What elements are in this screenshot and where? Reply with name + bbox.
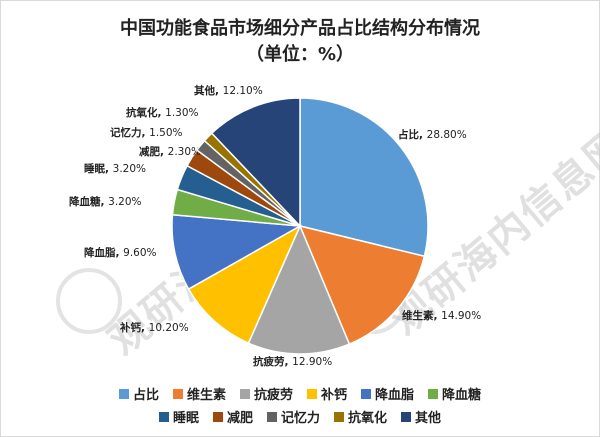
legend-row-1: 占比 维生素 抗疲劳 补钙 降血脂 降血糖 — [0, 384, 600, 403]
slice-label-5: 降血糖, 3.20% — [69, 195, 142, 208]
slice-label-0: 占比, 28.80% — [398, 128, 467, 141]
legend-swatch-4 — [361, 388, 372, 399]
pie-slice-3 — [187, 224, 302, 345]
legend-swatch-2 — [239, 388, 250, 399]
pie-slice-4 — [171, 213, 303, 291]
legend-swatch-0 — [118, 388, 129, 399]
legend-label-3: 补钙 — [321, 388, 348, 403]
slice-label-3: 补钙, 10.20% — [119, 321, 189, 334]
pie-slice-2 — [247, 224, 351, 355]
legend-item-2: 抗疲劳 — [239, 384, 293, 403]
legend-swatch-3 — [307, 388, 317, 399]
legend-swatch-6 — [158, 411, 169, 422]
slice-label-4: 降血脂, 9.60% — [84, 246, 157, 259]
slice-label-2: 抗疲劳, 12.90% — [253, 355, 332, 368]
legend-label-8: 记忆力 — [280, 411, 320, 426]
legend-label-7: 减肥 — [226, 411, 253, 426]
slice-label-1: 维生素, 14.90% — [402, 309, 481, 322]
legend-label-5: 降血糖 — [442, 388, 482, 403]
legend-label-0: 占比 — [132, 388, 159, 403]
legend-row-2: 睡眠 减肥 记忆力 抗氧化 其他 — [0, 407, 600, 426]
legend-item-4: 降血脂 — [361, 384, 414, 403]
chart-title: 中国功能食品市场细分产品占比结构分布情况 — [120, 18, 480, 39]
legend-swatch-10 — [401, 411, 412, 422]
legend-swatch-5 — [428, 388, 439, 399]
legend-label-2: 抗疲劳 — [253, 388, 293, 403]
legend-swatch-1 — [172, 388, 183, 399]
legend-swatch-7 — [212, 411, 223, 422]
legend-item-8: 记忆力 — [266, 407, 320, 426]
watermark-logo-left — [56, 268, 122, 334]
legend-label-9: 抗氧化 — [348, 411, 388, 426]
pie-slice-0 — [299, 97, 429, 258]
legend-swatch-8 — [266, 411, 277, 422]
legend-item-3: 补钙 — [307, 384, 347, 403]
legend-label-6: 睡眠 — [172, 411, 199, 426]
legend-label-4: 降血脂 — [375, 388, 415, 403]
chart-subtitle: （单位：%） — [245, 44, 355, 65]
legend-item-1: 维生素 — [172, 384, 226, 403]
slice-label-6: 睡眠, 3.20% — [84, 162, 146, 175]
slice-label-9: 抗氧化, 1.30% — [126, 106, 199, 119]
pie-slice-10 — [210, 97, 301, 228]
legend-item-0: 占比 — [118, 384, 159, 403]
slice-label-10: 其他, 12.10% — [194, 84, 263, 97]
pie-slice-1 — [298, 224, 426, 346]
legend-label-1: 维生素 — [186, 388, 226, 403]
legend-item-9: 抗氧化 — [334, 407, 387, 426]
slice-label-8: 记忆力, 1.50% — [110, 126, 183, 139]
slice-label-7: 减肥, 2.30% — [139, 145, 201, 158]
legend-item-10: 其他 — [401, 407, 441, 426]
legend-label-10: 其他 — [415, 411, 442, 426]
legend-item-6: 睡眠 — [158, 407, 199, 426]
legend-item-7: 减肥 — [212, 407, 253, 426]
legend-item-5: 降血糖 — [428, 384, 481, 403]
legend-swatch-9 — [334, 411, 344, 422]
